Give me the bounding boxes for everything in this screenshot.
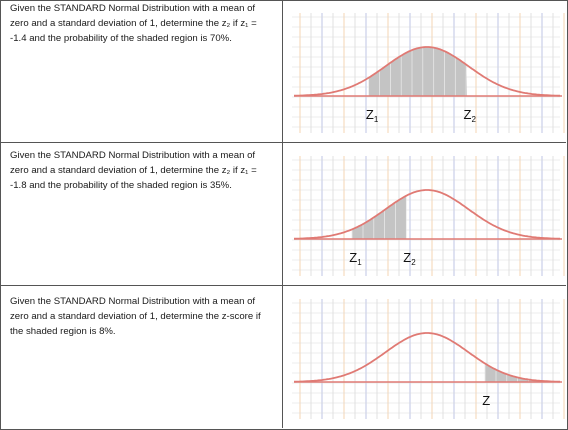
grid-lines xyxy=(292,299,565,419)
z-label-2: Z xyxy=(403,250,411,265)
normal-curve xyxy=(294,189,560,240)
row-divider-2 xyxy=(0,285,566,286)
problem-3-normal-curve: Z xyxy=(284,287,566,429)
problem-3-text: Given the STANDARD Normal Distribution w… xyxy=(10,296,261,337)
z-label-2: Z xyxy=(463,107,471,122)
column-divider xyxy=(282,0,283,428)
z-label-sub-1: 1 xyxy=(357,258,362,267)
row-divider-1 xyxy=(0,142,566,143)
z-label-sub-2: 2 xyxy=(471,115,476,124)
normal-curve xyxy=(294,46,560,97)
shaded-region xyxy=(351,195,407,240)
z-label-1: Z xyxy=(482,393,490,408)
z-label-sub-1: 1 xyxy=(374,115,379,124)
normal-curve xyxy=(294,332,560,383)
z-label-sub-2: 2 xyxy=(411,258,416,267)
z-label-1: Z xyxy=(349,250,357,265)
z-label-1: Z xyxy=(366,107,374,122)
grid-lines xyxy=(292,156,565,276)
problem-2-text: Given the STANDARD Normal Distribution w… xyxy=(10,150,257,191)
problem-1-text: Given the STANDARD Normal Distribution w… xyxy=(10,3,257,44)
